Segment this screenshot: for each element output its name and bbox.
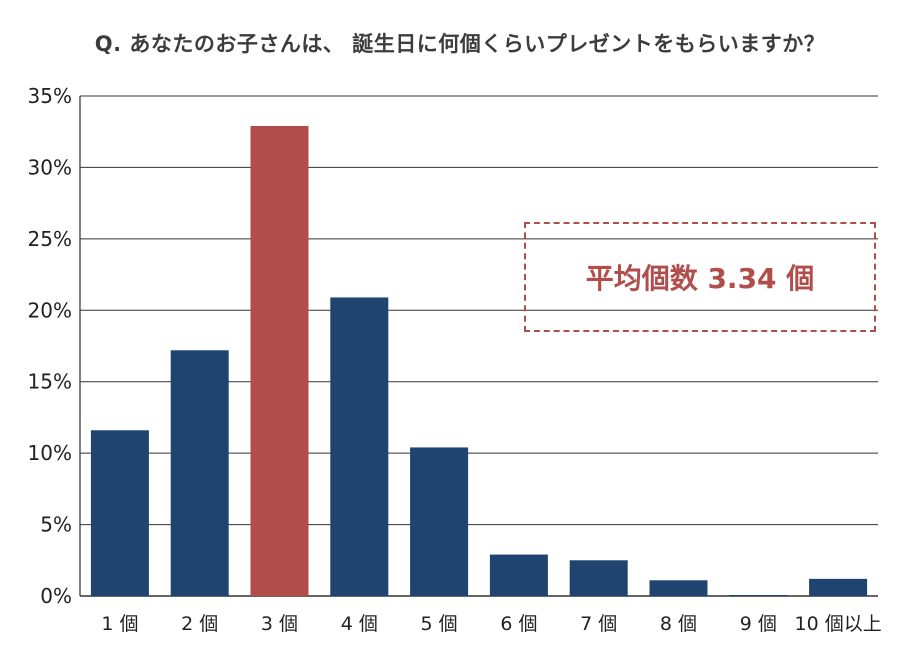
x-category-label: 4 個 bbox=[341, 613, 378, 635]
y-axis-tick-labels: 0% 5% 10% 15% 20% 25% 30% 35% bbox=[28, 84, 72, 608]
bar-9 bbox=[729, 595, 788, 596]
average-annotation-text: 平均個数 3.34 個 bbox=[585, 262, 815, 295]
x-category-label: 6 個 bbox=[500, 613, 537, 635]
x-category-label: 2 個 bbox=[181, 613, 218, 635]
y-tick-label: 20% bbox=[28, 298, 72, 322]
x-category-label: 8 個 bbox=[660, 613, 697, 635]
y-tick-label: 15% bbox=[28, 370, 72, 394]
x-axis-category-labels: 1 個 2 個 3 個 4 個 5 個 6 個 7 個 8 個 9 個 10 個以上 bbox=[101, 613, 881, 635]
x-category-label: 9 個 bbox=[740, 613, 777, 635]
bar-1 bbox=[90, 430, 149, 596]
bar-2 bbox=[170, 350, 229, 596]
bars bbox=[90, 126, 868, 596]
bar-3 bbox=[250, 126, 309, 596]
y-tick-label: 5% bbox=[40, 513, 72, 537]
y-tick-label: 10% bbox=[28, 441, 72, 465]
x-category-label: 10 個以上 bbox=[794, 613, 881, 635]
y-tick-label: 25% bbox=[28, 227, 72, 251]
y-tick-label: 0% bbox=[40, 584, 72, 608]
chart-title: Q. あなたのお子さんは、 誕生日に何個くらいプレゼントをもらいますか？ bbox=[94, 32, 826, 56]
x-category-label: 7 個 bbox=[580, 613, 617, 635]
bar-6 bbox=[489, 554, 548, 596]
bar-5 bbox=[410, 447, 469, 596]
bar-8 bbox=[649, 580, 708, 596]
x-category-label: 3 個 bbox=[261, 613, 298, 635]
y-tick-label: 35% bbox=[28, 84, 72, 108]
y-tick-label: 30% bbox=[28, 155, 72, 179]
x-category-label: 5 個 bbox=[421, 613, 458, 635]
x-category-label: 1 個 bbox=[101, 613, 138, 635]
average-annotation-box: 平均個数 3.34 個 bbox=[524, 222, 876, 332]
bar-10 bbox=[809, 578, 868, 596]
bar-7 bbox=[569, 560, 628, 596]
bar-4 bbox=[330, 297, 389, 596]
